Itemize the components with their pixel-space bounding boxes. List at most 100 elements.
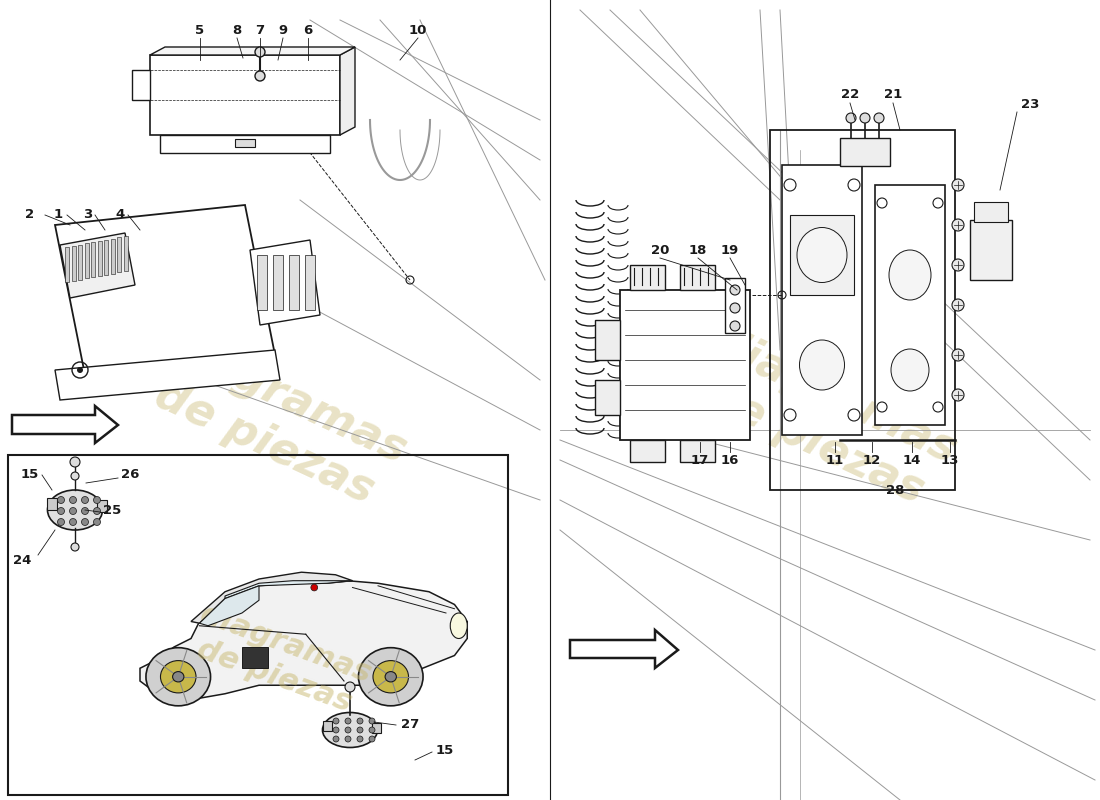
Ellipse shape — [800, 340, 845, 390]
Circle shape — [81, 497, 88, 503]
Circle shape — [81, 507, 88, 514]
Polygon shape — [191, 572, 352, 623]
Text: 23: 23 — [1021, 98, 1040, 111]
Bar — [91, 242, 95, 278]
Ellipse shape — [161, 661, 196, 693]
Text: 3: 3 — [84, 209, 92, 222]
Ellipse shape — [359, 648, 424, 706]
Bar — [595, 320, 620, 360]
Circle shape — [72, 472, 79, 480]
Ellipse shape — [322, 713, 377, 747]
Polygon shape — [199, 586, 258, 626]
Bar — [680, 265, 715, 290]
Circle shape — [57, 507, 65, 514]
Text: 6: 6 — [304, 23, 312, 37]
Bar — [85, 243, 88, 278]
Bar — [117, 238, 121, 272]
Polygon shape — [140, 579, 468, 700]
Circle shape — [874, 113, 884, 123]
Polygon shape — [55, 350, 280, 400]
Bar — [257, 255, 267, 310]
Text: 24: 24 — [13, 554, 31, 566]
Polygon shape — [55, 205, 275, 375]
Text: 2: 2 — [25, 209, 34, 222]
Polygon shape — [570, 630, 678, 668]
Polygon shape — [150, 47, 355, 55]
Circle shape — [311, 584, 318, 591]
Ellipse shape — [173, 671, 184, 682]
Circle shape — [255, 47, 265, 57]
Text: 4: 4 — [116, 209, 124, 222]
Circle shape — [94, 507, 100, 514]
Bar — [97, 500, 107, 512]
Circle shape — [860, 113, 870, 123]
Circle shape — [345, 727, 351, 733]
Circle shape — [952, 349, 964, 361]
Text: diagramas
de piezas: diagramas de piezas — [185, 600, 376, 720]
Bar — [970, 220, 1012, 280]
Text: 10: 10 — [409, 23, 427, 37]
Text: 18: 18 — [689, 243, 707, 257]
Bar — [104, 240, 108, 274]
Circle shape — [69, 507, 77, 514]
Bar — [123, 236, 128, 271]
Circle shape — [952, 299, 964, 311]
Circle shape — [255, 71, 265, 81]
Text: 20: 20 — [651, 243, 669, 257]
Circle shape — [345, 736, 351, 742]
Bar — [65, 247, 69, 282]
Circle shape — [368, 736, 375, 742]
Circle shape — [94, 518, 100, 526]
Text: 17: 17 — [691, 454, 710, 466]
Bar — [160, 135, 330, 153]
Circle shape — [730, 321, 740, 331]
Ellipse shape — [891, 349, 930, 391]
Text: 15: 15 — [21, 469, 40, 482]
Bar — [874, 185, 945, 425]
Ellipse shape — [373, 661, 408, 693]
Bar — [242, 647, 267, 668]
Ellipse shape — [798, 227, 847, 282]
Circle shape — [358, 718, 363, 724]
Bar — [98, 241, 101, 276]
Text: 7: 7 — [255, 23, 265, 37]
Circle shape — [358, 736, 363, 742]
Ellipse shape — [47, 490, 102, 530]
Bar — [235, 139, 255, 147]
Polygon shape — [226, 581, 352, 598]
Circle shape — [69, 518, 77, 526]
Bar — [305, 255, 315, 310]
Ellipse shape — [385, 671, 396, 682]
Text: 19: 19 — [720, 243, 739, 257]
Bar — [630, 440, 666, 462]
Circle shape — [333, 718, 339, 724]
Bar — [840, 138, 890, 166]
Text: 5: 5 — [196, 23, 205, 37]
Text: 13: 13 — [940, 454, 959, 466]
Circle shape — [952, 219, 964, 231]
Circle shape — [846, 113, 856, 123]
Bar — [790, 215, 854, 295]
Bar — [132, 70, 150, 100]
Text: 21: 21 — [884, 89, 902, 102]
Bar — [630, 265, 666, 290]
Text: 8: 8 — [232, 23, 242, 37]
Circle shape — [730, 285, 740, 295]
Circle shape — [57, 497, 65, 503]
Bar — [323, 721, 332, 731]
Bar — [289, 255, 299, 310]
Polygon shape — [12, 406, 118, 443]
Circle shape — [70, 457, 80, 467]
Bar — [974, 202, 1008, 222]
Bar — [595, 380, 620, 415]
Text: 14: 14 — [903, 454, 921, 466]
Circle shape — [730, 303, 740, 313]
Circle shape — [333, 727, 339, 733]
Circle shape — [333, 736, 339, 742]
Circle shape — [952, 259, 964, 271]
Text: diagramas
de piezas: diagramas de piezas — [135, 322, 415, 518]
Text: 28: 28 — [886, 483, 904, 497]
Circle shape — [345, 682, 355, 692]
Circle shape — [952, 179, 964, 191]
Bar — [770, 130, 955, 490]
